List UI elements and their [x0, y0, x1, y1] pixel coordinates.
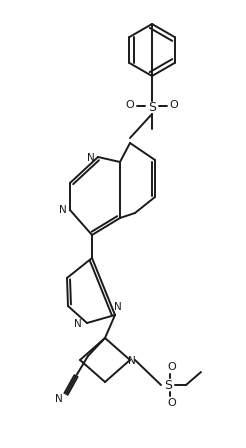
Text: N: N [87, 153, 95, 163]
Text: N: N [128, 356, 136, 366]
Text: O: O [168, 362, 176, 372]
Text: O: O [170, 100, 178, 110]
Text: S: S [148, 100, 156, 113]
Text: N: N [114, 302, 122, 312]
Text: N: N [74, 319, 82, 329]
Text: N: N [59, 205, 67, 215]
Text: O: O [168, 398, 176, 408]
Text: N: N [55, 394, 63, 404]
Text: S: S [164, 379, 172, 392]
Text: O: O [126, 100, 134, 110]
